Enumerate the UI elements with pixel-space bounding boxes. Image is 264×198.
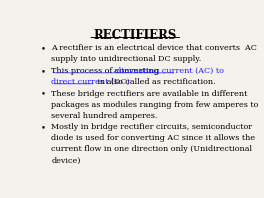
Text: This process of converting: This process of converting	[51, 67, 162, 75]
Text: •: •	[41, 124, 46, 132]
Text: direct current (DC): direct current (DC)	[51, 78, 130, 86]
Text: Mostly in bridge rectifier circuits, semiconductor: Mostly in bridge rectifier circuits, sem…	[51, 124, 253, 131]
Text: •: •	[41, 67, 46, 76]
Text: is also called as rectification.: is also called as rectification.	[95, 78, 216, 86]
Text: •: •	[41, 90, 46, 99]
Text: several hundred amperes.: several hundred amperes.	[51, 112, 158, 120]
Text: device): device)	[51, 156, 81, 164]
Text: diode is used for converting AC since it allows the: diode is used for converting AC since it…	[51, 134, 256, 142]
Text: packages as modules ranging from few amperes to: packages as modules ranging from few amp…	[51, 101, 259, 109]
Text: RECTIFIERS: RECTIFIERS	[94, 29, 177, 42]
Text: current flow in one direction only (Unidirectional: current flow in one direction only (Unid…	[51, 145, 252, 153]
Text: A rectifier is an electrical device that converts  AC: A rectifier is an electrical device that…	[51, 44, 257, 52]
Text: •: •	[41, 44, 46, 53]
Text: These bridge rectifiers are available in different: These bridge rectifiers are available in…	[51, 90, 248, 98]
Text: alternating current (AC) to: alternating current (AC) to	[114, 67, 224, 75]
Text: supply into unidirectional DC supply.: supply into unidirectional DC supply.	[51, 55, 202, 63]
